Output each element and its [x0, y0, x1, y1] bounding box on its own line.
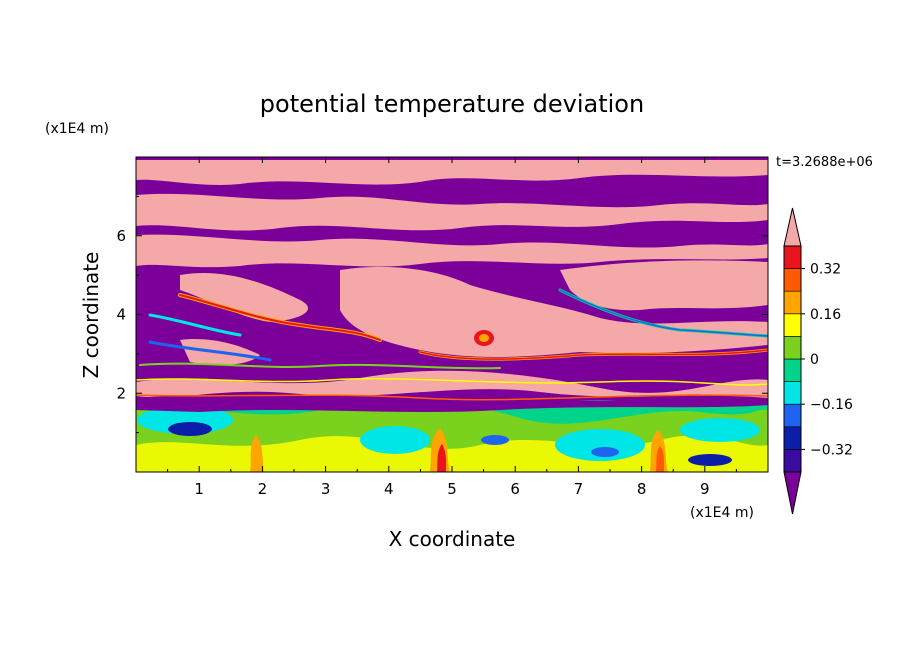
x-tick-label: 9: [700, 480, 710, 498]
x-tick-label: 5: [447, 480, 457, 498]
x-axis-label: X coordinate: [389, 527, 516, 551]
colorbar-tick-label: −0.32: [810, 442, 853, 458]
x-tick-label: 2: [258, 480, 268, 498]
y-tick-label: 6: [116, 227, 126, 245]
x-tick-label: 7: [574, 480, 584, 498]
x-tick-label: 3: [321, 480, 331, 498]
colorbar-segment: [783, 336, 802, 360]
colorbar-segment: [783, 245, 802, 269]
colorbar-tick-label: −0.16: [810, 397, 853, 413]
colorbar-segment: [783, 268, 802, 292]
colorbar-tick-label: 0.16: [810, 307, 841, 323]
chart-title: potential temperature deviation: [260, 90, 644, 118]
x-tick-label: 6: [510, 480, 520, 498]
x-tick-label: 1: [194, 480, 204, 498]
time-label: t=3.2688e+06: [776, 155, 873, 170]
colorbar-tick-label: 0: [810, 352, 819, 368]
colorbar: 0.32 0.16 0 −0.16 −0.32: [783, 207, 853, 515]
colorbar-segment: [783, 381, 802, 405]
x-unit-label: (x1E4 m): [690, 505, 754, 521]
y-tick-label: 2: [116, 384, 126, 402]
colorbar-segment: [783, 290, 802, 315]
colorbar-segment: [783, 358, 802, 382]
colorbar-tick-label: 0.32: [810, 262, 841, 278]
x-tick-label: 4: [384, 480, 394, 498]
colorbar-segment: [783, 426, 802, 450]
colorbar-segment: [783, 313, 802, 337]
colorbar-extend-min: [783, 471, 802, 515]
y-tick-label: 4: [116, 306, 126, 324]
y-unit-label: (x1E4 m): [45, 121, 109, 137]
x-axis-ticks: 1 2 3 4 5 6 7 8 9: [167, 157, 737, 498]
colorbar-extend-max: [783, 207, 802, 247]
colorbar-segment: [783, 403, 802, 428]
contour-field: [136, 157, 768, 472]
y-axis-ticks: 2 4 6: [116, 195, 768, 434]
y-axis-label: Z coordinate: [79, 252, 103, 379]
x-tick-label: 8: [637, 480, 647, 498]
colorbar-segment: [783, 449, 802, 473]
